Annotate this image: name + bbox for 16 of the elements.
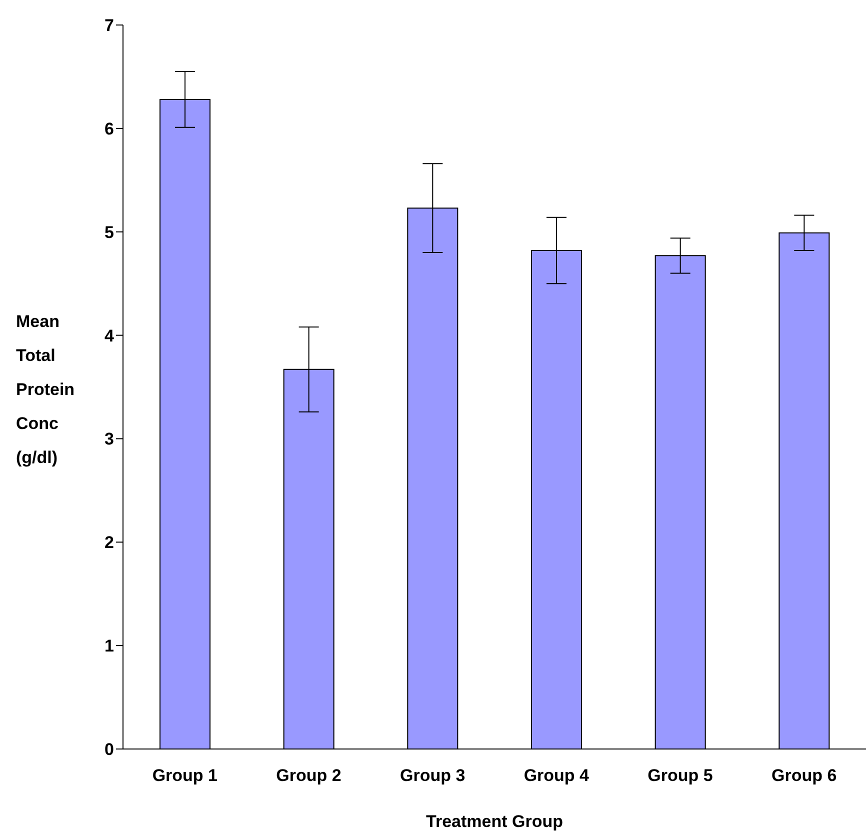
y-tick-label: 3 [104, 430, 114, 449]
x-tick-label: Group 4 [524, 766, 590, 786]
y-tick-label: 5 [104, 222, 114, 242]
x-tick-label: Group 6 [771, 766, 837, 786]
x-tick-label: Group 5 [648, 766, 713, 786]
x-tick-label: Group 1 [152, 766, 218, 786]
x-axis-title: Treatment Group [426, 812, 563, 831]
y-axis-title: Mean Total Protein Conc (g/dl) [16, 312, 75, 467]
x-tick-label: Group 2 [276, 766, 342, 786]
y-tick-label: 0 [104, 740, 114, 760]
y-tick-label: 7 [104, 16, 114, 36]
y-tick-label: 4 [104, 326, 115, 346]
x-tick-label: Group 3 [400, 766, 466, 786]
y-tick-label: 1 [104, 636, 114, 656]
y-tick-label: 2 [104, 533, 114, 552]
y-tick-label: 6 [104, 119, 114, 138]
